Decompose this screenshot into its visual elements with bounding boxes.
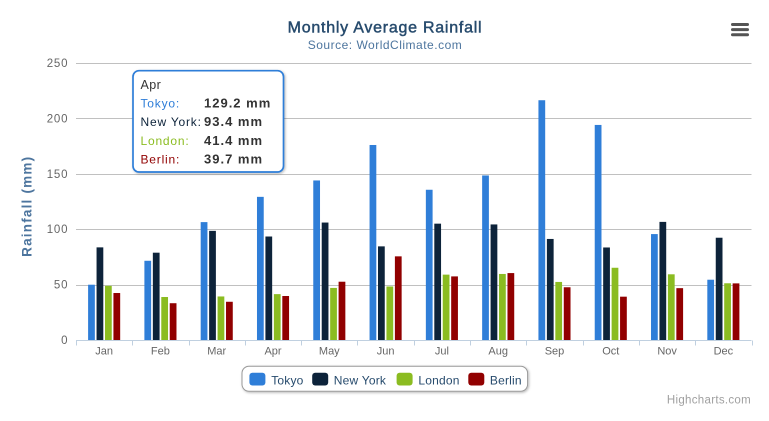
svg-text:Oct: Oct bbox=[602, 346, 619, 358]
svg-text:New York: New York bbox=[334, 373, 387, 387]
svg-text:London: London bbox=[418, 373, 459, 387]
svg-text:Berlin: Berlin bbox=[490, 373, 522, 387]
svg-text:150: 150 bbox=[47, 169, 69, 181]
svg-text:Rainfall (mm): Rainfall (mm) bbox=[20, 156, 35, 257]
svg-text:200: 200 bbox=[47, 113, 69, 125]
svg-text:Tokyo:: Tokyo: bbox=[141, 97, 180, 111]
svg-text:Apr: Apr bbox=[264, 346, 281, 358]
svg-text:Apr: Apr bbox=[141, 78, 162, 92]
svg-text:Sep: Sep bbox=[545, 346, 565, 358]
svg-text:0: 0 bbox=[61, 335, 68, 347]
svg-text:Tokyo: Tokyo bbox=[271, 373, 303, 387]
svg-text:Jun: Jun bbox=[377, 346, 395, 358]
svg-text:Mar: Mar bbox=[207, 346, 226, 358]
svg-text:Highcharts.com: Highcharts.com bbox=[667, 395, 751, 407]
svg-text:129.2 mm: 129.2 mm bbox=[204, 96, 271, 111]
svg-text:Jan: Jan bbox=[95, 346, 113, 358]
svg-text:New York:: New York: bbox=[141, 115, 202, 129]
svg-text:93.4 mm: 93.4 mm bbox=[204, 114, 263, 129]
svg-text:Jul: Jul bbox=[435, 346, 449, 358]
svg-text:250: 250 bbox=[47, 58, 69, 70]
svg-text:39.7 mm: 39.7 mm bbox=[204, 151, 263, 166]
svg-text:Berlin:: Berlin: bbox=[141, 152, 181, 166]
svg-text:London:: London: bbox=[141, 134, 190, 148]
svg-text:Feb: Feb bbox=[151, 346, 170, 358]
svg-text:May: May bbox=[319, 346, 340, 358]
svg-text:Aug: Aug bbox=[488, 346, 508, 358]
svg-text:Dec: Dec bbox=[714, 346, 734, 358]
svg-text:100: 100 bbox=[47, 224, 69, 236]
svg-text:Nov: Nov bbox=[657, 346, 677, 358]
svg-text:50: 50 bbox=[54, 280, 68, 292]
svg-text:Monthly Average Rainfall: Monthly Average Rainfall bbox=[288, 20, 483, 37]
svg-text:Source: WorldClimate.com: Source: WorldClimate.com bbox=[308, 38, 463, 52]
svg-text:41.4 mm: 41.4 mm bbox=[204, 133, 263, 148]
